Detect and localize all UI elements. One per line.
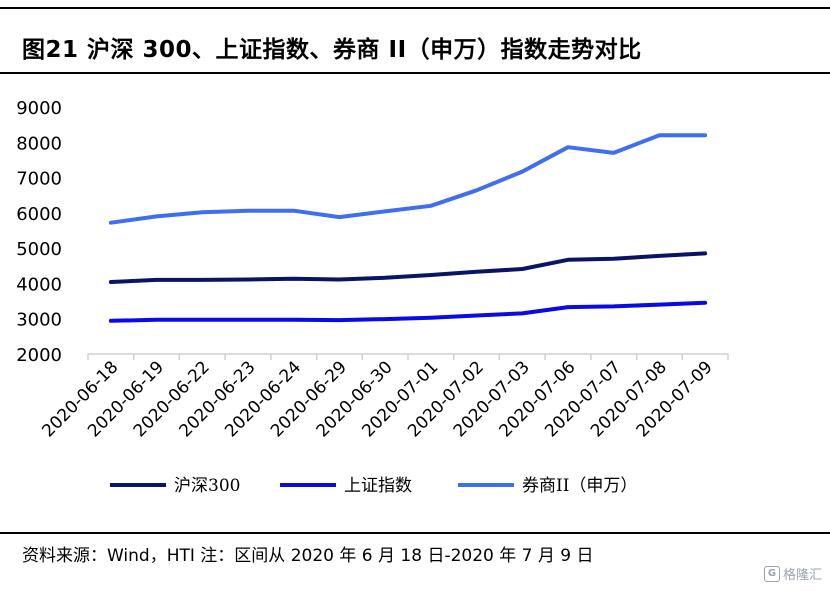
series-line-2 (108, 133, 708, 225)
watermark: G 格隆汇 (763, 564, 822, 583)
y-tick-label: 2000 (16, 345, 62, 366)
top-rule (0, 7, 830, 9)
legend-label: 沪深300 (174, 476, 240, 496)
line-chart: 9000 8000 7000 6000 5000 4000 3000 2000 2020-06… (16, 98, 729, 496)
watermark-logo-icon: G (763, 565, 780, 582)
series-line-0 (108, 251, 708, 284)
series-line-1 (108, 300, 708, 323)
legend-label: 上证指数 (344, 476, 412, 496)
y-tick-label: 5000 (16, 239, 62, 260)
x-axis: 2020-06-182020-06-192020-06-222020-06-23… (38, 353, 729, 441)
chart-title: 图21 沪深 300、上证指数、券商 II（申万）指数走势对比 (22, 37, 642, 63)
legend: 沪深300 上证指数 券商II（申万） (110, 476, 637, 496)
bottom-rule (0, 532, 830, 534)
watermark-text: 格隆汇 (782, 568, 822, 583)
title-rule (0, 72, 830, 74)
y-tick-label: 3000 (16, 310, 62, 331)
y-tick-label: 6000 (16, 204, 62, 225)
legend-label: 券商II（申万） (522, 476, 637, 496)
y-axis: 9000 8000 7000 6000 5000 4000 3000 2000 (16, 98, 62, 366)
y-tick-label: 7000 (16, 169, 62, 190)
series-lines (108, 133, 708, 323)
source-note: 资料来源：Wind，HTI 注：区间从 2020 年 6 月 18 日-2020… (22, 546, 594, 566)
y-tick-label: 9000 (16, 98, 62, 119)
y-tick-label: 8000 (16, 133, 62, 154)
y-tick-label: 4000 (16, 274, 62, 295)
